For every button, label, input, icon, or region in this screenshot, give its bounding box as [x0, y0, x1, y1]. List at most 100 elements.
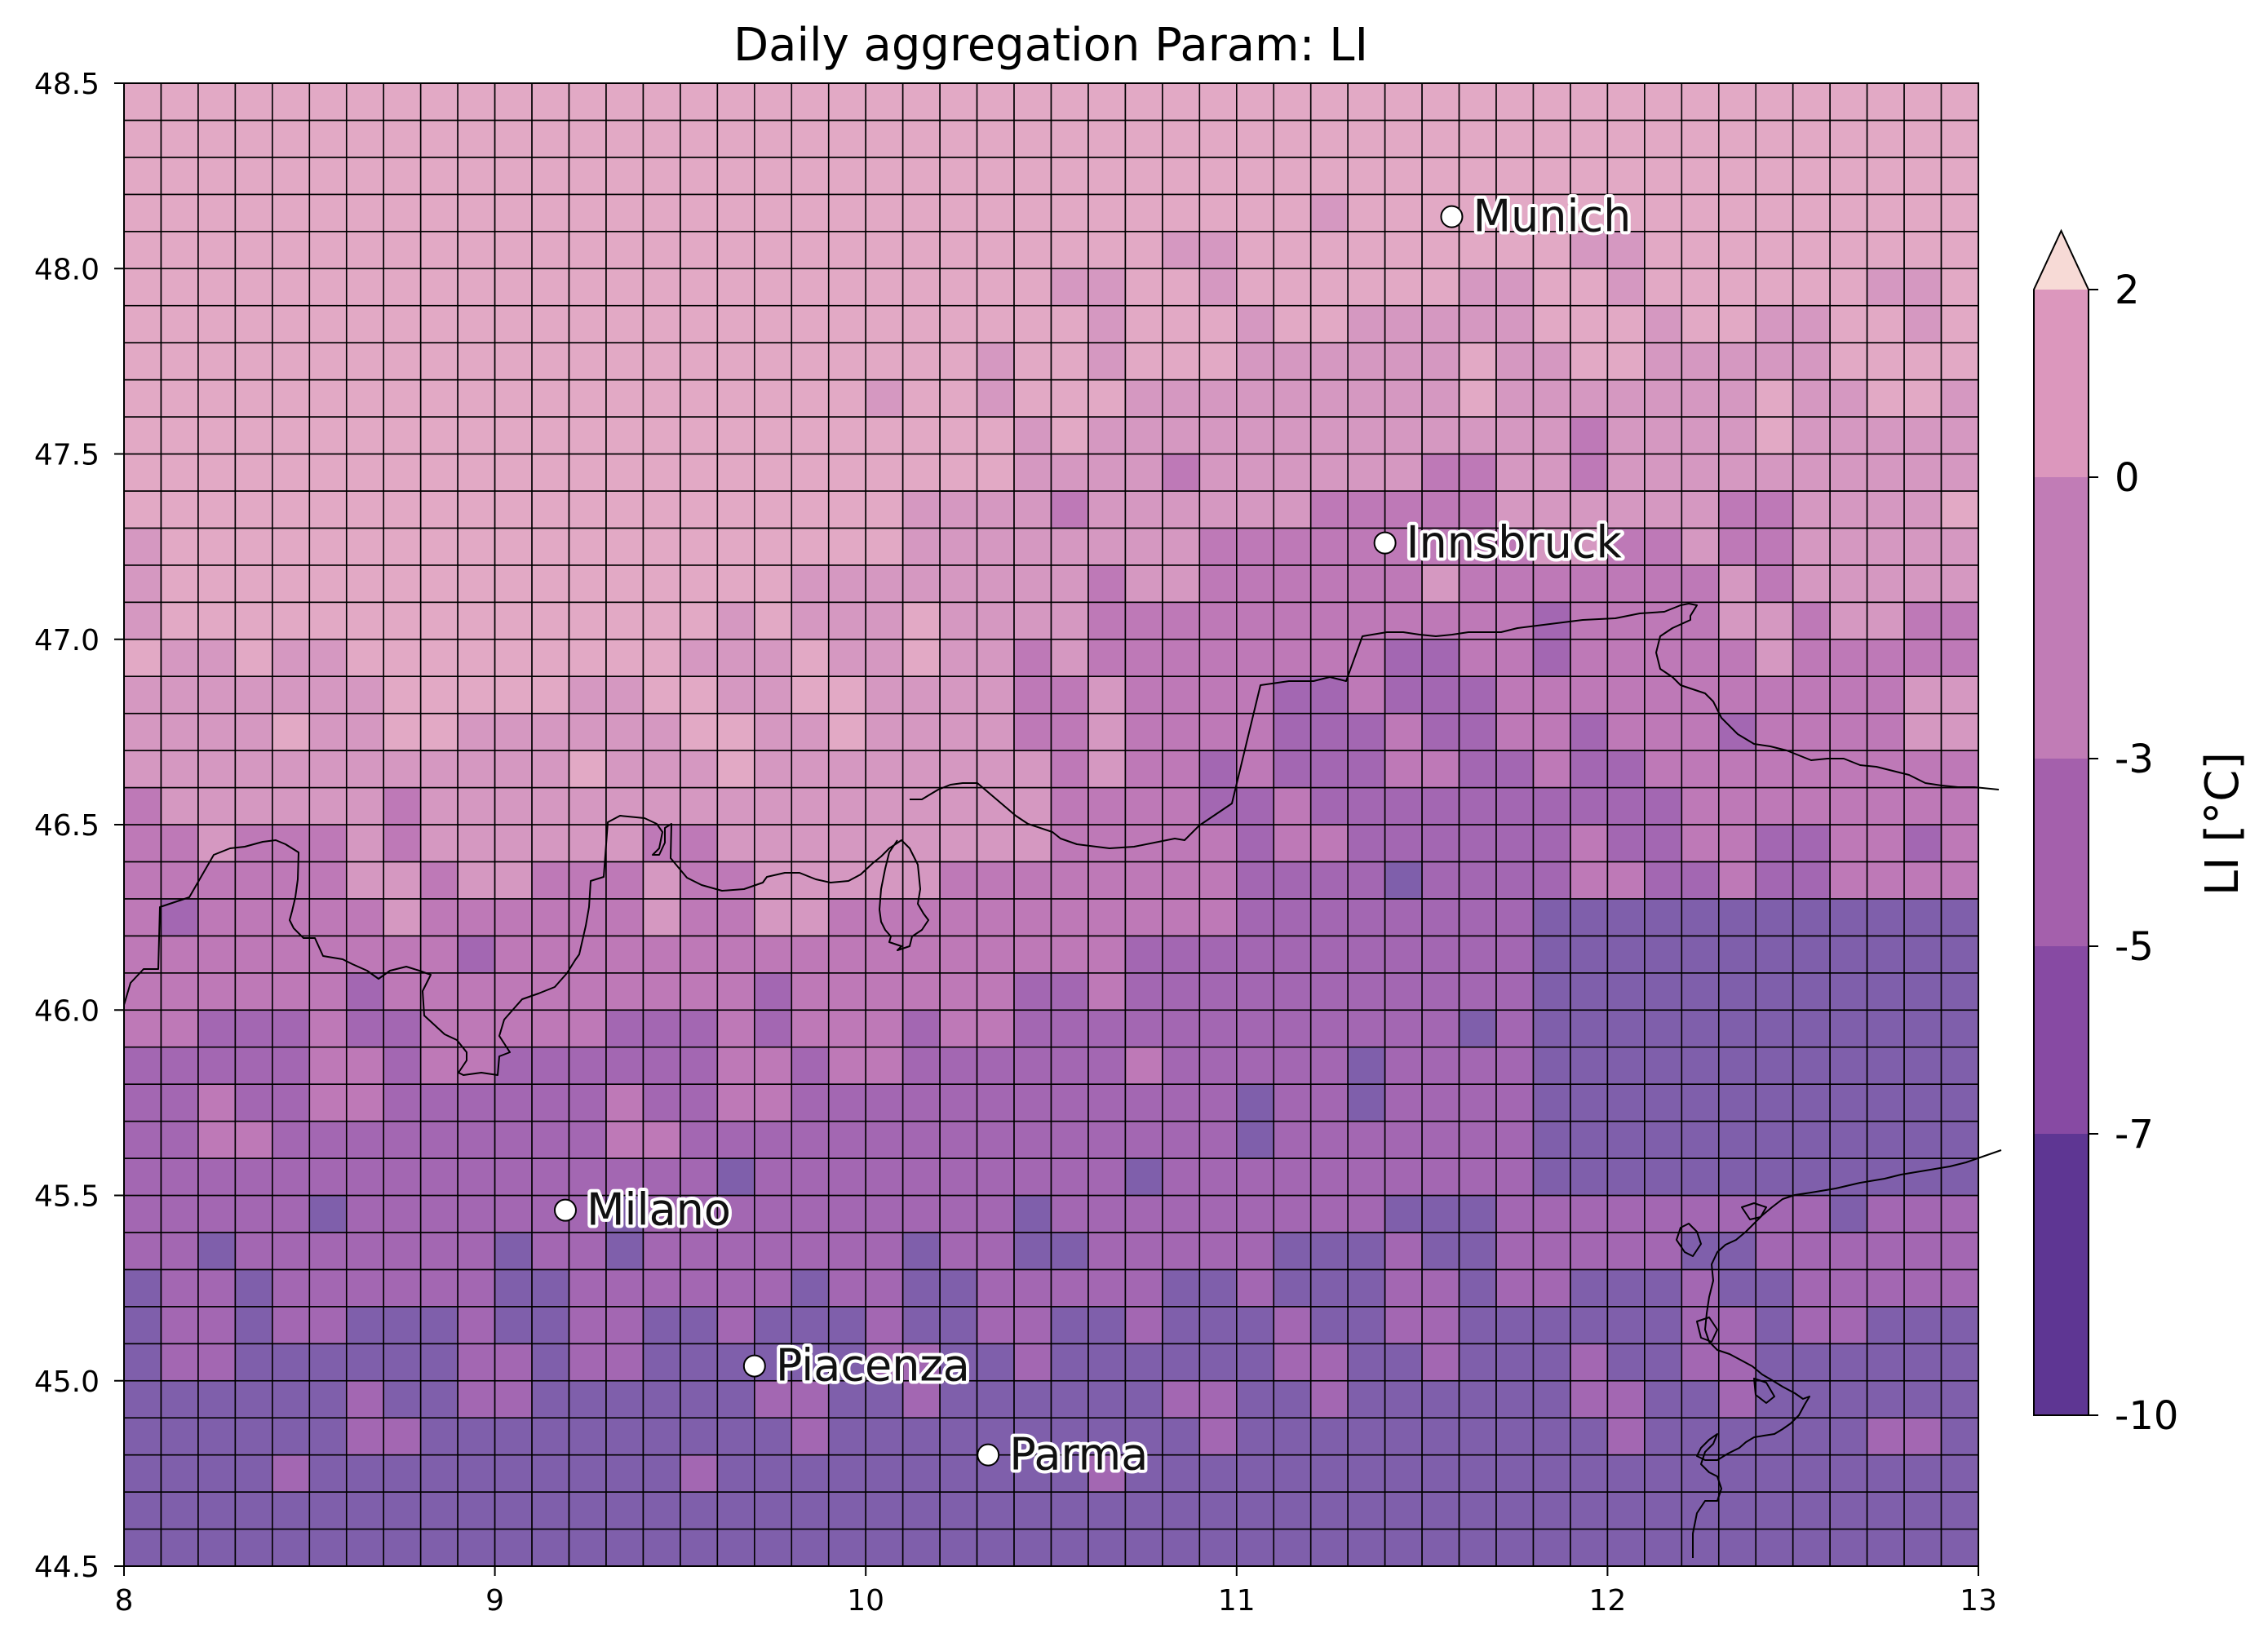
grid-cell [1532, 1232, 1571, 1271]
grid-cell [901, 564, 941, 604]
grid-cell [531, 1157, 570, 1197]
grid-cell [1162, 638, 1201, 678]
grid-cell [123, 1491, 162, 1530]
city-marker [553, 1198, 577, 1222]
grid-cell [308, 157, 348, 196]
grid-cell [494, 304, 533, 343]
grid-cell [1309, 712, 1349, 751]
grid-cell [272, 1232, 311, 1271]
grid-cell [160, 82, 199, 122]
grid-cell [1087, 1157, 1127, 1197]
grid-cell [642, 1379, 681, 1419]
grid-cell [680, 304, 719, 343]
grid-cell [197, 601, 237, 640]
grid-cell [457, 1083, 496, 1122]
grid-cell [1162, 1194, 1201, 1233]
grid-cell [976, 1120, 1015, 1159]
grid-cell [234, 304, 273, 343]
grid-cell [345, 750, 385, 789]
grid-cell [1829, 1232, 1868, 1271]
grid-cell [605, 1306, 645, 1345]
grid-cell [123, 1528, 162, 1567]
grid-cell [1940, 1454, 1979, 1493]
grid-cell [642, 230, 681, 270]
grid-cell [1347, 268, 1386, 307]
grid-cell [754, 1268, 793, 1308]
grid-cell [754, 378, 793, 418]
grid-cell [383, 1306, 422, 1345]
grid-cell [1162, 675, 1201, 715]
grid-cell [680, 1379, 719, 1419]
grid-cell [1792, 750, 1831, 789]
grid-cell [160, 1083, 199, 1122]
grid-cell [1903, 972, 1942, 1011]
grid-cell [605, 1343, 645, 1382]
grid-cell [1050, 416, 1089, 455]
grid-cell [197, 675, 237, 715]
grid-cell [605, 490, 645, 529]
grid-cell [1050, 1194, 1089, 1233]
grid-cell [716, 82, 755, 122]
grid-cell [976, 1379, 1015, 1419]
grid-cell [1495, 1194, 1535, 1233]
grid-cell [160, 453, 199, 492]
grid-cell [1495, 193, 1535, 232]
grid-cell [1866, 416, 1905, 455]
grid-cell [568, 1009, 607, 1048]
grid-cell [1309, 1268, 1349, 1308]
grid-cell [865, 1232, 904, 1271]
grid-cell [308, 453, 348, 492]
grid-cell [1755, 1491, 1794, 1530]
grid-cell [1681, 378, 1720, 418]
grid-cell [1198, 638, 1238, 678]
grid-cell [1903, 564, 1942, 604]
grid-cell [1347, 1120, 1386, 1159]
grid-cell [123, 490, 162, 529]
grid-cell [1458, 1343, 1497, 1382]
grid-cell [1940, 601, 1979, 640]
grid-cell [939, 1083, 978, 1122]
grid-cell [976, 268, 1015, 307]
grid-cell [1236, 527, 1275, 566]
grid-cell [1273, 972, 1312, 1011]
grid-cell [1273, 342, 1312, 381]
grid-cell [1384, 304, 1423, 343]
grid-cell [419, 601, 458, 640]
grid-cell [865, 935, 904, 974]
grid-cell [680, 972, 719, 1011]
grid-cell [1236, 193, 1275, 232]
grid-cell [1903, 230, 1942, 270]
grid-cell [1717, 1343, 1757, 1382]
grid-cell [976, 638, 1015, 678]
grid-cell [901, 453, 941, 492]
grid-cell [1050, 119, 1089, 158]
grid-cell [1273, 1306, 1312, 1345]
grid-cell [234, 898, 273, 937]
grid-cell [419, 1194, 458, 1233]
grid-cell [1606, 972, 1646, 1011]
grid-cell [976, 861, 1015, 900]
grid-cell [1903, 527, 1942, 566]
grid-cell [160, 342, 199, 381]
grid-cell [1755, 786, 1794, 825]
grid-cell [1236, 601, 1275, 640]
grid-cell [1903, 898, 1942, 937]
grid-cell [1347, 750, 1386, 789]
grid-cell [1940, 490, 1979, 529]
grid-cell [1570, 1528, 1609, 1567]
grid-cell [754, 1083, 793, 1122]
grid-cell [1681, 898, 1720, 937]
grid-cell [865, 675, 904, 715]
grid-cell [1236, 1306, 1275, 1345]
grid-cell [160, 935, 199, 974]
grid-cell [197, 1232, 237, 1271]
grid-cell [1087, 1046, 1127, 1085]
grid-cell [1124, 1268, 1163, 1308]
grid-cell [1087, 1379, 1127, 1419]
grid-cell [1384, 638, 1423, 678]
grid-cell [308, 416, 348, 455]
grid-cell [1940, 935, 1979, 974]
grid-cell [197, 1120, 237, 1159]
grid-cell [1570, 1379, 1609, 1419]
grid-cell [754, 82, 793, 122]
